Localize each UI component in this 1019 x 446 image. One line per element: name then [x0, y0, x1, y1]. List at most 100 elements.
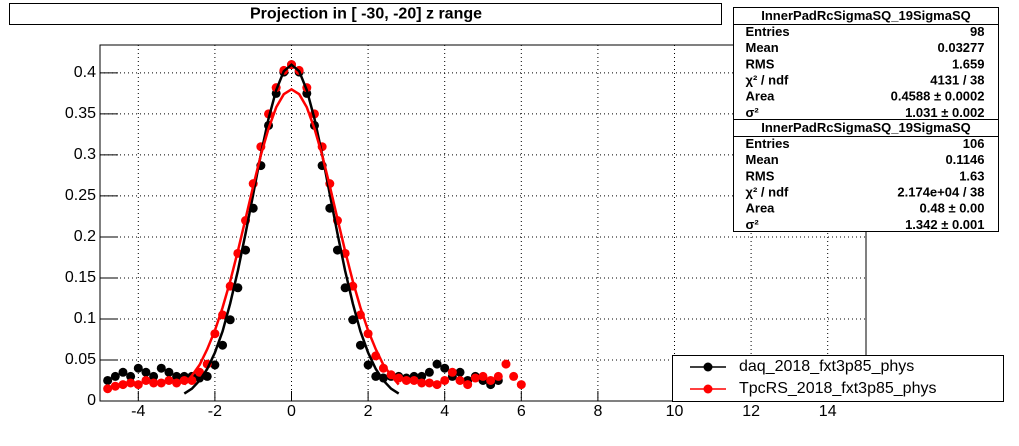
stats-value: 4131 / 38 [930, 73, 984, 88]
stats-label: σ² [746, 217, 760, 232]
data-point [463, 380, 473, 390]
stats-title: InnerPadRcSigmaSQ_19SigmaSQ [761, 8, 971, 23]
stats-title: InnerPadRcSigmaSQ_19SigmaSQ [761, 120, 971, 135]
stats-label: Entries [746, 136, 790, 151]
y-tick-label: 0.4 [74, 64, 96, 81]
data-point [478, 371, 488, 381]
stats-label: RMS [746, 56, 775, 71]
data-point [172, 378, 182, 388]
data-point [432, 380, 442, 390]
stats-value: 1.342 ± 0.001 [905, 217, 984, 232]
y-tick-label: 0.35 [65, 105, 96, 122]
data-point [516, 380, 526, 390]
data-point [401, 375, 411, 385]
stats-label: Entries [746, 24, 790, 39]
stats-value: 1.031 ± 0.002 [905, 105, 984, 120]
data-point [133, 363, 143, 373]
stats-box [733, 7, 999, 120]
stats-value: 98 [970, 24, 984, 39]
y-tick-label: 0.1 [74, 310, 96, 327]
data-point [156, 378, 166, 388]
x-tick-label: -2 [208, 403, 222, 420]
data-point [133, 380, 143, 390]
data-point [509, 371, 519, 381]
data-point [156, 363, 166, 373]
y-tick-label: 0 [87, 392, 96, 409]
data-point [164, 367, 174, 377]
stats-label: Mean [746, 152, 779, 167]
data-point [110, 371, 120, 381]
fit-curve [183, 63, 400, 395]
y-tick-label: 0.3 [74, 146, 96, 163]
data-point [417, 378, 427, 388]
chart-title: Projection in [ -30, -20] z range [250, 6, 482, 23]
y-tick-label: 0.2 [74, 228, 96, 245]
data-point [432, 359, 442, 369]
data-point [103, 384, 113, 394]
legend-marker [703, 384, 713, 394]
stats-label: RMS [746, 168, 775, 183]
x-tick-label: 12 [742, 403, 760, 420]
data-point [424, 378, 434, 388]
data-point [141, 375, 151, 385]
data-point [501, 359, 511, 369]
data-point [493, 371, 503, 381]
data-point [141, 367, 151, 377]
title-box [9, 3, 722, 25]
stats-value: 0.4588 ± 0.0002 [891, 89, 985, 104]
data-point [103, 375, 113, 385]
data-point [110, 381, 120, 391]
stats-label: Mean [746, 40, 779, 55]
stats-label: σ² [746, 105, 760, 120]
data-point [470, 373, 480, 383]
x-tick-label: 8 [593, 403, 602, 420]
data-point [447, 367, 457, 377]
x-tick-label: 10 [666, 403, 684, 420]
data-point [455, 367, 465, 377]
data-point [149, 371, 159, 381]
stats-value: 1.659 [952, 56, 985, 71]
x-tick-label: 6 [517, 403, 526, 420]
stats-label: χ² / ndf [746, 73, 790, 88]
fit-curve [183, 87, 400, 386]
x-tick-label: 0 [287, 403, 296, 420]
stats-value: 106 [963, 136, 985, 151]
data-point [440, 375, 450, 385]
stats-value: 0.03277 [938, 40, 985, 55]
data-point [355, 340, 365, 350]
data-point [149, 378, 159, 388]
data-point [363, 360, 373, 370]
stats-value: 2.174e+04 / 38 [897, 185, 984, 200]
stats-box [733, 119, 999, 232]
stats-value: 0.1146 [945, 152, 984, 167]
legend-box [672, 355, 1004, 402]
y-tick-label: 0.05 [65, 351, 96, 368]
y-tick-label: 0.15 [65, 269, 96, 286]
data-point [126, 378, 136, 388]
stats-label: χ² / ndf [746, 185, 790, 200]
y-tick-label: 0.25 [65, 187, 96, 204]
stats-value: 0.48 ± 0.00 [920, 201, 985, 216]
x-tick-label: -4 [131, 403, 145, 420]
data-point [486, 375, 496, 385]
data-point [126, 371, 136, 381]
data-point [409, 375, 419, 385]
stats-value: 1.63 [959, 168, 984, 183]
data-point [348, 315, 358, 325]
stats-label: Area [746, 201, 776, 216]
legend-label: daq_2018_fxt3p85_phys [739, 358, 914, 375]
data-point [164, 375, 174, 385]
data-point [218, 340, 228, 350]
data-point [440, 363, 450, 373]
data-point [172, 371, 182, 381]
data-point [455, 375, 465, 385]
data-point [118, 367, 128, 377]
data-point [417, 371, 427, 381]
x-tick-label: 14 [819, 403, 837, 420]
data-point [118, 380, 128, 390]
x-tick-label: 2 [364, 403, 373, 420]
data-point [210, 360, 220, 370]
stats-label: Area [746, 89, 776, 104]
legend-marker [703, 362, 713, 372]
